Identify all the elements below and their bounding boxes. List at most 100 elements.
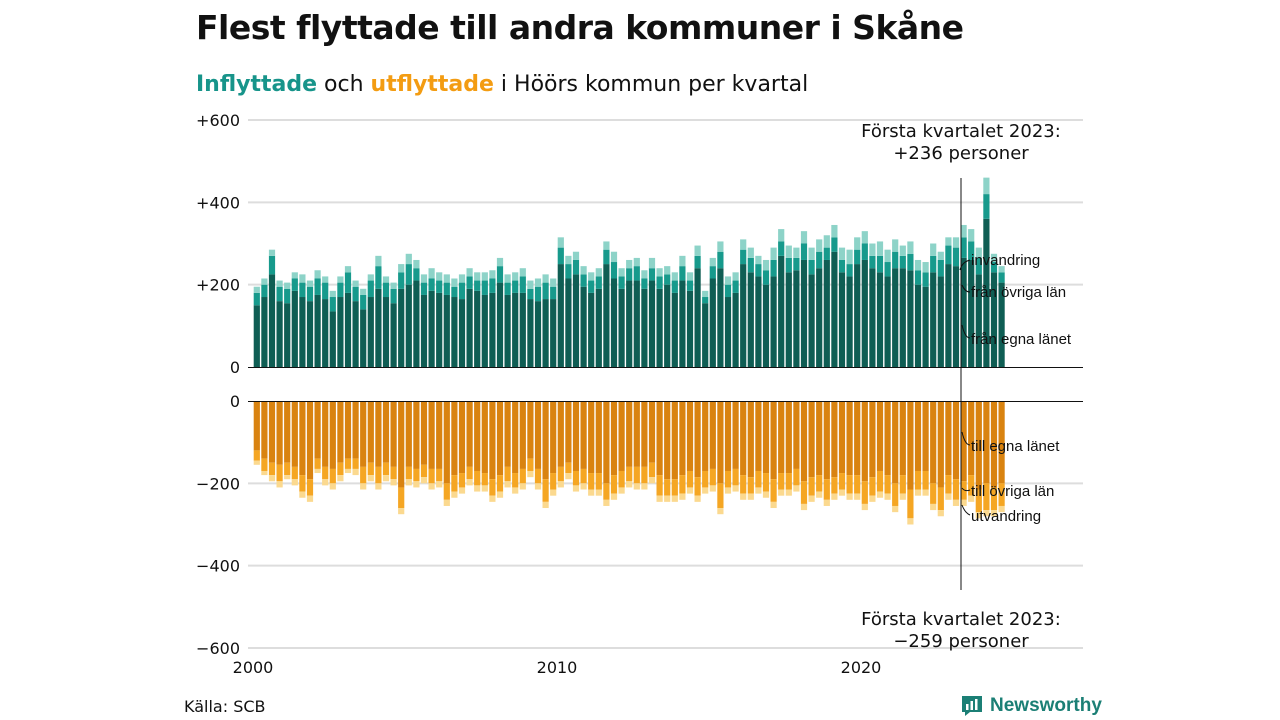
bar-in-own-county	[603, 264, 610, 367]
bar-in-other-counties	[512, 280, 519, 293]
x-tick-label: 2020	[841, 658, 882, 677]
bar-out-own-county	[717, 401, 724, 484]
bar-out-emigration	[610, 493, 618, 500]
bar-in-other-counties	[344, 272, 352, 293]
bar-in-other-counties	[398, 272, 405, 289]
bar-in-immigration	[428, 268, 435, 279]
bar-out-emigration	[626, 481, 633, 488]
bar-in-own-county	[595, 288, 602, 367]
top-annotation-line2: +236 personer	[893, 143, 1029, 164]
bar-in-own-county	[960, 257, 967, 367]
bar-in-immigration	[542, 274, 549, 283]
bar-out-other-counties	[284, 462, 291, 476]
bar-in-immigration	[869, 243, 876, 256]
bar-out-emigration	[907, 518, 914, 525]
bar-out-other-counties	[907, 489, 914, 519]
bar-in-immigration	[268, 249, 276, 256]
bar-in-immigration	[451, 278, 458, 287]
bar-in-own-county	[306, 301, 314, 367]
bar-in-own-county	[413, 280, 420, 367]
bar-out-other-counties	[261, 458, 268, 471]
bar-out-own-county	[474, 401, 481, 471]
bottom-annotation-line1: Första kvartalet 2023:	[861, 609, 1061, 630]
bar-in-immigration	[709, 257, 716, 267]
bar-out-other-counties	[519, 468, 526, 484]
bar-out-emigration	[367, 475, 374, 482]
bar-out-own-county	[588, 401, 595, 474]
bar-out-own-county	[838, 401, 846, 474]
bar-in-other-counties	[580, 274, 587, 287]
bar-in-immigration	[322, 276, 329, 283]
bar-out-emigration	[481, 485, 488, 492]
bar-in-immigration	[352, 280, 359, 287]
chart-subtitle: Inflyttade och utflyttade i Höörs kommun…	[196, 72, 808, 97]
bar-out-emigration	[686, 487, 694, 494]
bar-in-immigration	[945, 237, 952, 246]
bar-in-immigration	[527, 280, 534, 289]
bar-in-other-counties	[755, 264, 762, 277]
bar-out-emigration	[831, 493, 838, 500]
bar-in-own-county	[732, 292, 739, 367]
bar-in-own-county	[793, 270, 800, 367]
bar-out-emigration	[778, 489, 785, 496]
bar-out-other-counties	[610, 475, 618, 494]
bar-out-other-counties	[694, 477, 701, 496]
series-label-fran-ovriga-lan: från övriga län	[971, 284, 1066, 301]
bar-in-immigration	[998, 266, 1005, 273]
bar-in-other-counties	[284, 288, 291, 304]
bar-in-own-county	[405, 284, 412, 367]
bar-in-immigration	[344, 266, 352, 273]
bar-out-emigration	[344, 468, 352, 474]
bar-in-other-counties	[420, 282, 428, 295]
bar-out-emigration	[420, 477, 428, 484]
bar-in-immigration	[550, 278, 557, 287]
bar-in-other-counties	[633, 266, 640, 281]
x-tick-label: 2010	[537, 658, 578, 677]
brand-logo[interactable]: Newsworthy	[960, 694, 1102, 718]
bar-out-emigration	[595, 489, 602, 496]
bar-in-own-county	[648, 280, 656, 367]
bar-out-other-counties	[633, 466, 640, 484]
bar-in-own-county	[481, 294, 488, 367]
bar-out-own-county	[884, 401, 891, 476]
bar-out-own-county	[930, 401, 937, 484]
bar-out-other-counties	[709, 468, 716, 486]
bar-out-emigration	[793, 485, 800, 492]
bar-in-other-counties	[291, 278, 298, 291]
bar-out-other-counties	[550, 473, 557, 490]
bar-out-own-county	[914, 401, 922, 471]
bar-out-own-county	[276, 401, 283, 465]
bar-out-other-counties	[740, 475, 747, 494]
bar-in-other-counties	[618, 276, 625, 289]
bar-in-own-county	[740, 264, 747, 367]
bar-out-emigration	[253, 460, 260, 465]
bar-in-own-county	[930, 272, 937, 367]
bar-in-other-counties	[527, 288, 534, 300]
bar-in-immigration	[519, 268, 526, 277]
bar-out-own-county	[823, 401, 830, 480]
bar-out-own-county	[831, 401, 838, 478]
bar-in-other-counties	[732, 280, 739, 293]
bar-in-other-counties	[436, 280, 443, 293]
bar-out-other-counties	[458, 473, 466, 488]
bar-in-immigration	[747, 247, 754, 258]
bar-out-emigration	[960, 499, 967, 506]
bar-out-emigration	[474, 485, 481, 492]
bar-in-immigration	[633, 257, 640, 267]
bar-out-other-counties	[588, 473, 595, 490]
bar-in-immigration	[489, 270, 496, 279]
bar-in-immigration	[914, 259, 922, 271]
bar-out-emigration	[884, 493, 891, 500]
bar-in-own-county	[861, 259, 868, 367]
bar-in-other-counties	[322, 282, 329, 300]
bar-out-own-county	[968, 401, 975, 476]
bar-out-own-county	[367, 401, 374, 463]
bar-in-immigration	[580, 266, 587, 275]
bar-in-own-county	[618, 288, 625, 367]
bar-out-other-counties	[990, 487, 998, 511]
bar-out-own-county	[542, 401, 549, 480]
bottom-annotation-line2: −259 personer	[893, 631, 1029, 652]
bar-in-immigration	[253, 286, 260, 293]
bar-out-emigration	[299, 491, 306, 498]
bar-in-own-county	[694, 268, 701, 367]
